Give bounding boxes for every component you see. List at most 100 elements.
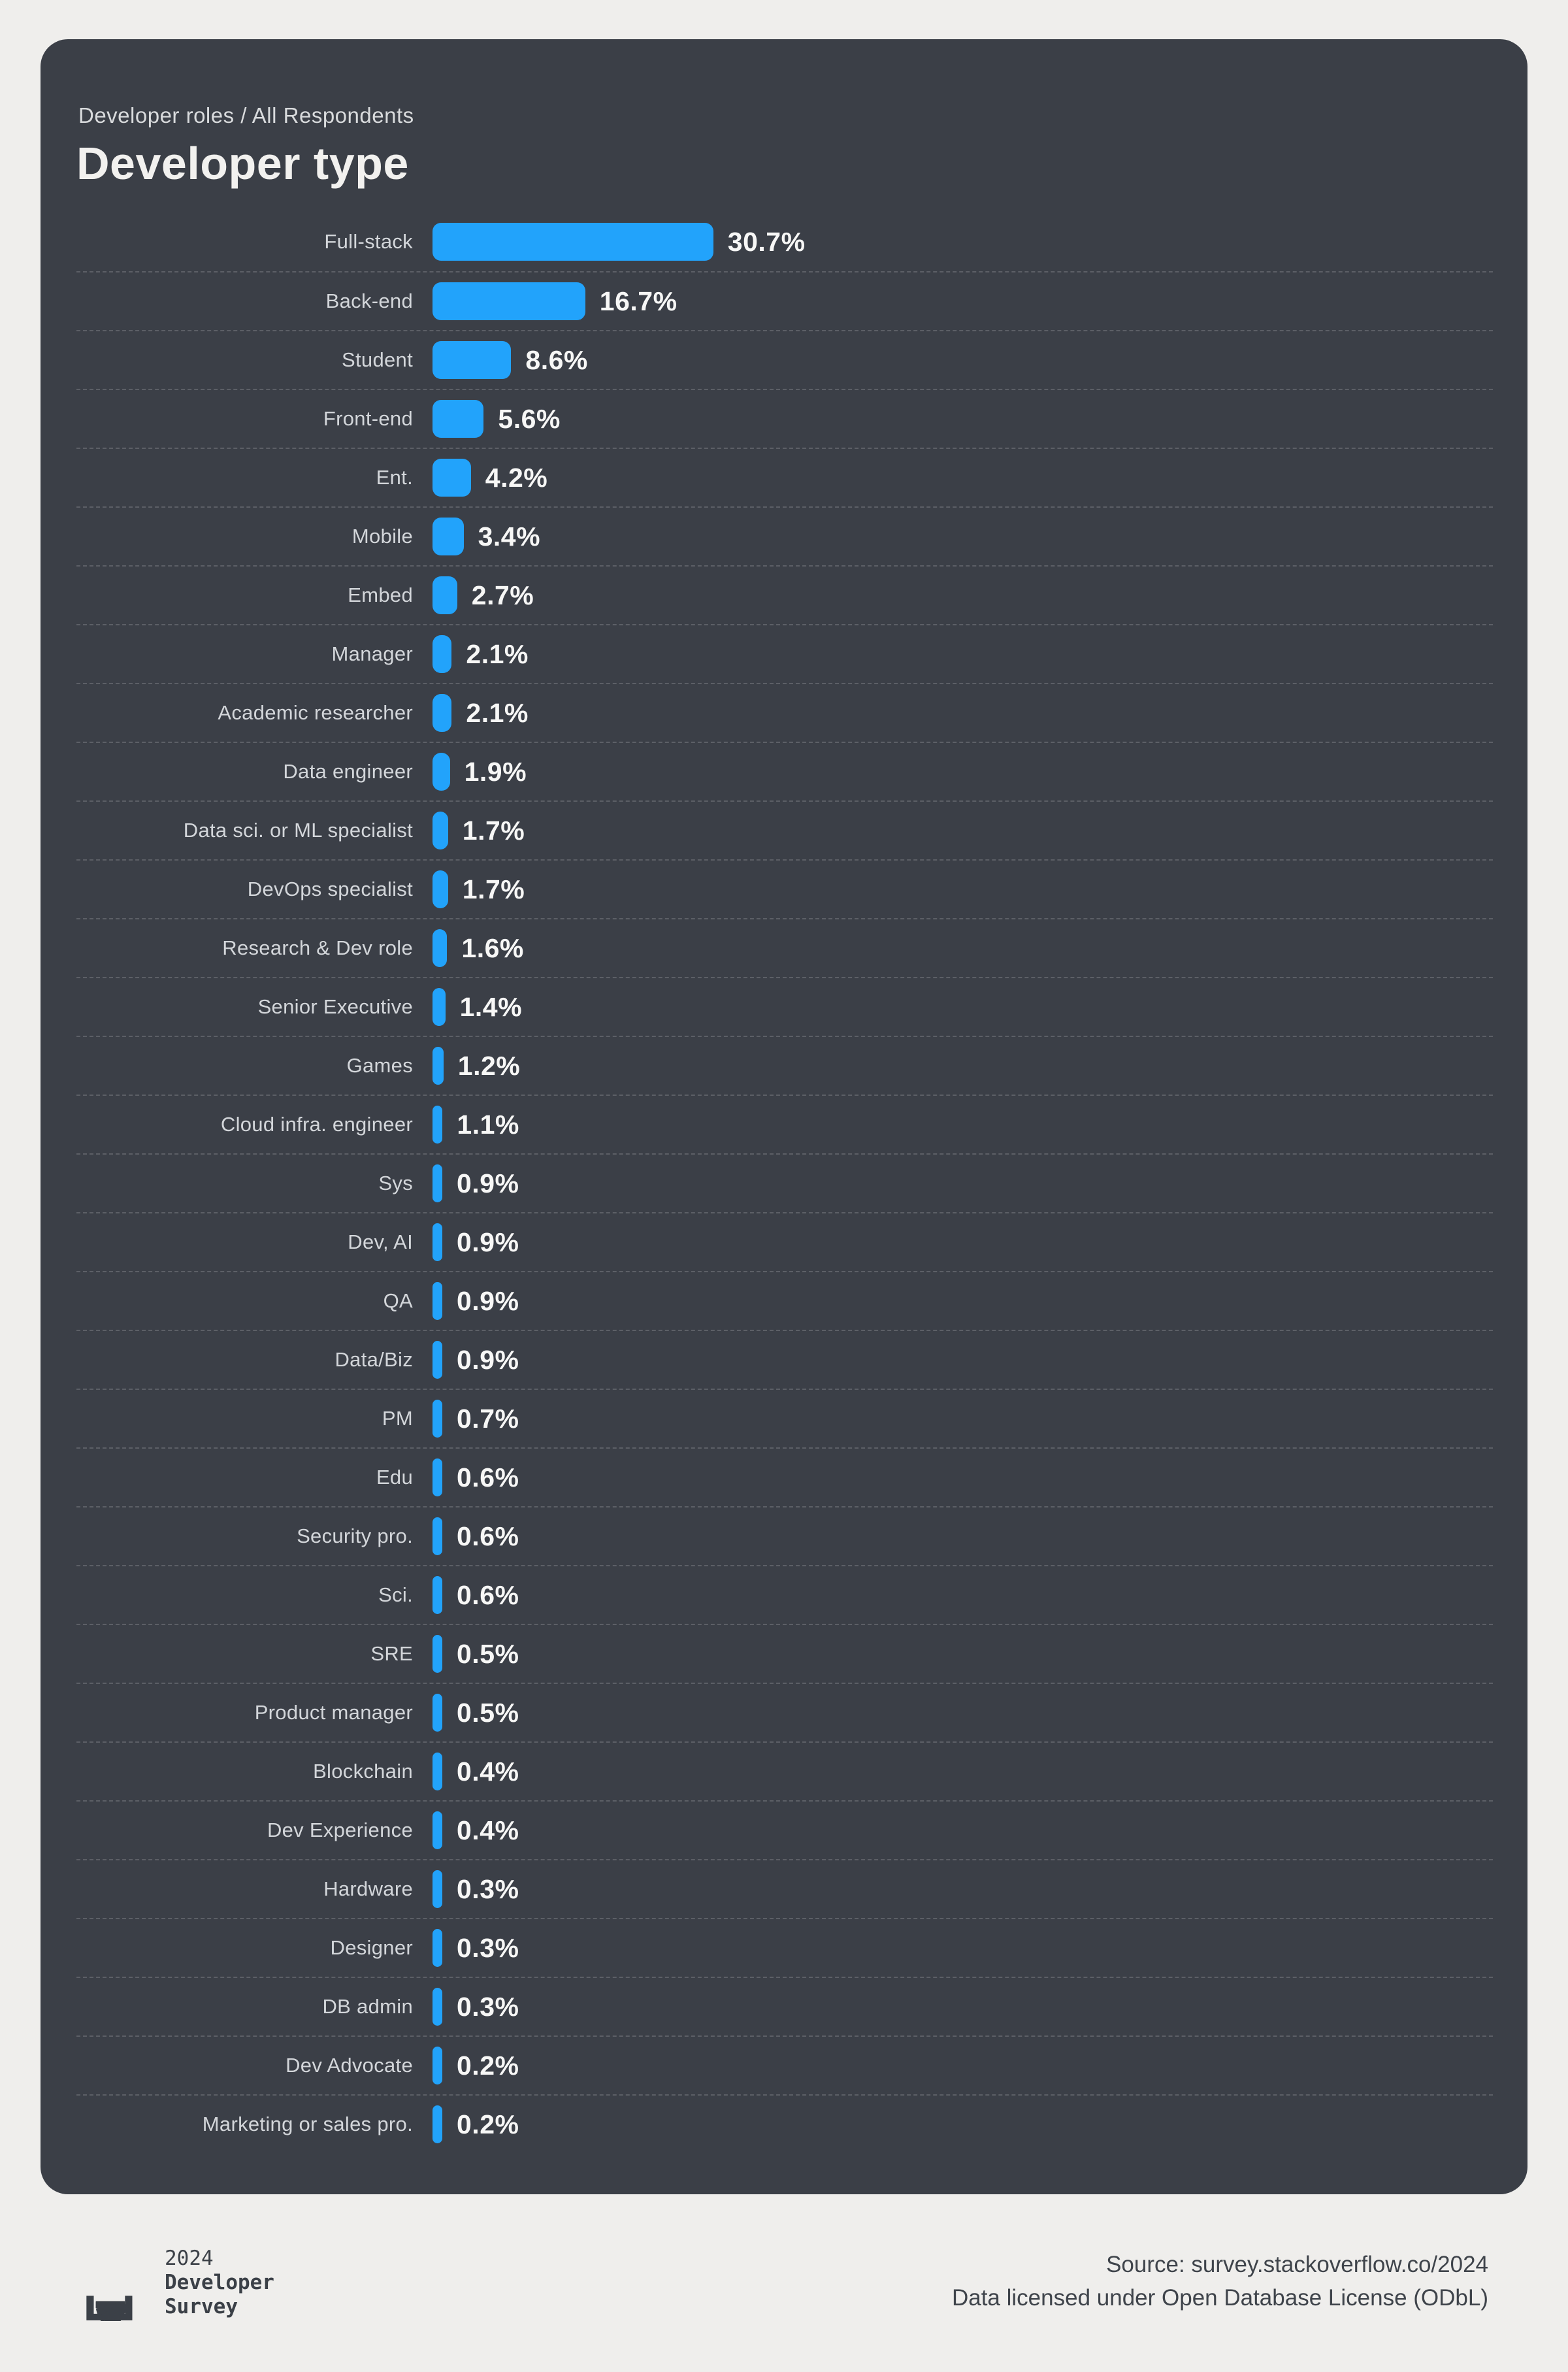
category-label: Games — [346, 1054, 413, 1077]
category-label: QA — [383, 1289, 413, 1312]
page-title: Developer type — [76, 138, 409, 189]
value-label: 0.3% — [457, 1873, 519, 1904]
bar — [433, 1929, 442, 1967]
bar — [433, 1047, 444, 1085]
chart-row: Games 1.2% — [76, 1036, 1493, 1095]
stackoverflow-logo-icon — [86, 2296, 133, 2321]
category-label: Hardware — [323, 1877, 413, 1900]
chart-row: Senior Executive 1.4% — [76, 977, 1493, 1036]
chart-row: Hardware 0.3% — [76, 1859, 1493, 1918]
chart-panel: Developer roles / All Respondents Develo… — [41, 39, 1527, 2194]
value-label: 0.3% — [457, 1932, 519, 1963]
license-line: Data licensed under Open Database Licens… — [951, 2285, 1488, 2311]
chart-row: Cloud infra. engineer 1.1% — [76, 1095, 1493, 1153]
chart-row: Dev Experience 0.4% — [76, 1800, 1493, 1859]
category-label: Manager — [331, 642, 413, 665]
chart-row: Back-end 16.7% — [76, 271, 1493, 330]
value-label: 0.9% — [457, 1168, 519, 1198]
bar — [433, 929, 448, 967]
source-url-line: Source: survey.stackoverflow.co/2024 — [1106, 2252, 1488, 2277]
bar — [433, 576, 457, 614]
bar — [433, 1106, 443, 1144]
chart-row: Research & Dev role 1.6% — [76, 918, 1493, 977]
value-label: 1.6% — [461, 932, 524, 963]
value-label: 0.5% — [457, 1638, 519, 1669]
chart-row: QA 0.9% — [76, 1271, 1493, 1330]
value-label: 1.9% — [464, 756, 527, 787]
value-label: 0.6% — [457, 1579, 519, 1610]
category-label: Mobile — [351, 525, 413, 548]
chart-row: Security pro. 0.6% — [76, 1506, 1493, 1565]
chart-row: Academic researcher 2.1% — [76, 683, 1493, 742]
bar — [433, 2105, 442, 2143]
category-label: Designer — [330, 1936, 413, 1959]
bar — [433, 1341, 442, 1379]
value-label: 0.6% — [457, 1462, 519, 1492]
category-label: Data/Biz — [335, 1348, 413, 1371]
category-label: Research & Dev role — [222, 936, 413, 959]
category-label: Dev Experience — [267, 1819, 413, 1841]
value-label: 30.7% — [727, 226, 806, 257]
bar — [433, 1458, 442, 1496]
bar — [433, 694, 452, 732]
source-attribution: Source: survey.stackoverflow.co/2024 Dat… — [952, 2248, 1488, 2314]
category-label: Dev, AI — [348, 1230, 413, 1253]
bar — [433, 282, 585, 320]
bar — [433, 400, 484, 438]
value-label: 2.1% — [466, 638, 529, 669]
category-label: Back-end — [325, 289, 413, 312]
category-label: PM — [382, 1407, 413, 1430]
category-label: DevOps specialist — [247, 878, 413, 900]
category-label: Data engineer — [283, 760, 413, 783]
chart-row: SRE 0.5% — [76, 1624, 1493, 1683]
chart-row: Embed 2.7% — [76, 565, 1493, 624]
value-label: 0.9% — [457, 1227, 519, 1257]
value-label: 0.3% — [457, 1991, 519, 2022]
category-label: Student — [342, 348, 413, 371]
chart-row: Data/Biz 0.9% — [76, 1330, 1493, 1389]
chart-row: Designer 0.3% — [76, 1918, 1493, 1977]
bar — [433, 341, 512, 379]
category-label: Dev Advocate — [286, 2054, 413, 2077]
category-label: Data sci. or ML specialist — [183, 819, 413, 842]
survey-logo-year: 2024 — [165, 2247, 214, 2270]
bar — [433, 1694, 442, 1732]
value-label: 0.2% — [457, 2109, 519, 2139]
category-label: Marketing or sales pro. — [202, 2113, 413, 2135]
survey-logo-word-developer: Developer — [165, 2271, 274, 2294]
value-label: 3.4% — [478, 521, 541, 552]
chart-row: Sci. 0.6% — [76, 1565, 1493, 1624]
value-label: 16.7% — [599, 286, 678, 316]
bar — [433, 459, 471, 497]
chart-row: DB admin 0.3% — [76, 1977, 1493, 2035]
bar — [433, 1988, 442, 2026]
category-label: Embed — [348, 584, 413, 606]
value-label: 0.9% — [457, 1285, 519, 1316]
category-label: Sci. — [378, 1583, 413, 1606]
chart-row: Dev Advocate 0.2% — [76, 2035, 1493, 2094]
category-label: Ent. — [376, 466, 413, 489]
category-label: SRE — [370, 1642, 413, 1665]
chart-row: Student 8.6% — [76, 330, 1493, 389]
value-label: 5.6% — [498, 403, 561, 434]
chart-row: DevOps specialist 1.7% — [76, 859, 1493, 918]
survey-logo-text: 2024 Developer Survey — [165, 2247, 274, 2319]
category-label: Senior Executive — [257, 995, 413, 1018]
chart-row: Blockchain 0.4% — [76, 1741, 1493, 1800]
category-label: Security pro. — [297, 1524, 413, 1547]
value-label: 8.6% — [525, 344, 588, 375]
bar — [433, 1870, 442, 1908]
value-label: 1.4% — [459, 991, 523, 1022]
bar — [433, 1517, 442, 1555]
value-label: 4.2% — [485, 462, 548, 493]
value-label: 1.7% — [462, 874, 525, 904]
chart-row: Full-stack 30.7% — [76, 212, 1493, 271]
category-label: Edu — [376, 1466, 413, 1489]
value-label: 1.7% — [462, 815, 525, 846]
chart-row: Dev, AI 0.9% — [76, 1212, 1493, 1271]
chart-row: PM 0.7% — [76, 1389, 1493, 1447]
bar — [433, 870, 448, 908]
chart-row: Sys 0.9% — [76, 1153, 1493, 1212]
chart-row: Product manager 0.5% — [76, 1683, 1493, 1741]
category-label: Front-end — [323, 407, 413, 430]
